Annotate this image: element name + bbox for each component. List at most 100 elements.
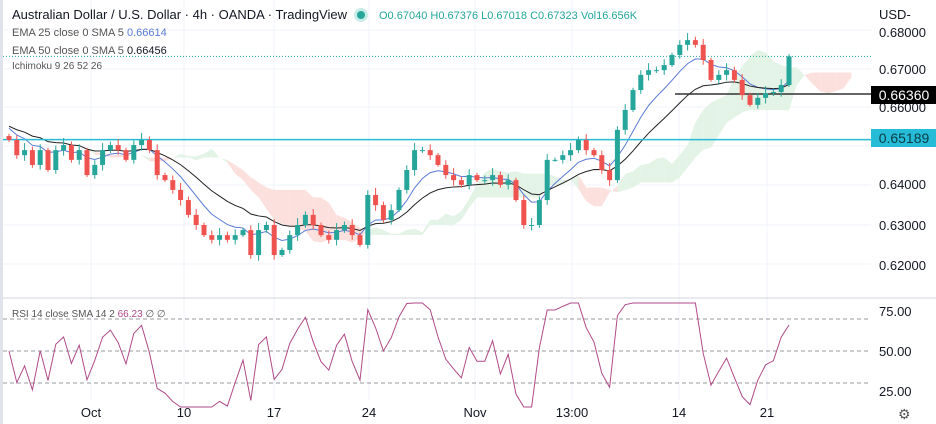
candle (326, 235, 332, 240)
ohlc-values: O0.67040 H0.67376 L0.67018 C0.67323 Vol1… (379, 10, 638, 22)
candle (248, 230, 254, 256)
ichimoku-cloud (586, 187, 594, 207)
candle (716, 74, 722, 80)
candle (256, 230, 262, 256)
price-tick: 0.67000 (879, 62, 926, 77)
ichimoku-cloud (812, 72, 821, 92)
chart-canvas[interactable] (3, 0, 936, 424)
ichimoku-cloud (765, 52, 774, 111)
ichimoku-legend[interactable]: Ichimoku 9 26 52 26 (12, 61, 103, 72)
candle (708, 60, 714, 80)
candle (685, 40, 691, 45)
candle (373, 194, 379, 206)
ichimoku-cloud (219, 157, 228, 163)
ichimoku-cloud (555, 176, 563, 186)
currency-label: USD (879, 7, 907, 22)
candle (209, 235, 215, 240)
candle (544, 159, 550, 201)
settings-gear-icon[interactable]: ⚙ (898, 406, 911, 422)
ema50-value: 0.66456 (126, 45, 167, 57)
candle (302, 214, 308, 225)
candle (607, 170, 613, 181)
candle (763, 93, 769, 98)
time-tick: Oct (80, 405, 102, 420)
candle (224, 235, 230, 240)
ichimoku-cloud (289, 189, 298, 229)
currency-selector[interactable]: USD- (879, 7, 911, 22)
candle (279, 249, 285, 256)
candle (29, 150, 35, 165)
candle (240, 230, 246, 236)
ichimoku-cloud (258, 182, 267, 209)
symbol-title[interactable]: Australian Dollar / U.S. Dollar · 4h · O… (12, 7, 347, 22)
candle (653, 70, 659, 72)
candle (61, 145, 67, 151)
candle (45, 150, 51, 171)
ichimoku-cloud (235, 164, 243, 181)
candle (536, 200, 542, 225)
candle (14, 139, 20, 156)
ichimoku-cloud (274, 189, 282, 224)
ichimoku-cloud (461, 198, 470, 220)
candle (435, 155, 441, 165)
rsi-value: 66.23 (117, 309, 143, 320)
candle (310, 214, 316, 225)
candle (154, 150, 160, 176)
ichimoku-cloud (383, 229, 392, 235)
candle (599, 155, 605, 171)
candle (84, 150, 90, 176)
ichimoku-cloud (180, 153, 189, 158)
candle (513, 180, 519, 201)
ema25-legend[interactable]: EMA 25 close 0 SMA 5 0.66614 (12, 27, 167, 39)
rsi-extra: ∅ ∅ (145, 309, 166, 320)
rsi-line (8, 302, 790, 408)
price-tick: 0.62000 (879, 258, 926, 273)
ichimoku-cloud (750, 49, 758, 111)
ichimoku-cloud (227, 160, 236, 174)
candle (739, 79, 745, 96)
time-tick: Nov (463, 405, 487, 420)
ichimoku-cloud (820, 72, 828, 94)
ichimoku-cloud (110, 154, 119, 158)
ema50-label: EMA 50 close 0 SMA 5 (12, 45, 124, 57)
candle (92, 164, 98, 176)
candle (76, 150, 82, 160)
candle (786, 56, 792, 85)
ichimoku-cloud (282, 189, 290, 227)
rsi-legend[interactable]: RSI 14 close SMA 14 2 66.23 ∅ ∅ (12, 309, 166, 320)
candle (6, 136, 12, 140)
candle (201, 225, 207, 236)
ichimoku-cloud (211, 148, 220, 158)
resistance-price-label: 0.65189 (871, 129, 936, 147)
time-tick: 14 (671, 405, 687, 420)
ichimoku-cloud (726, 77, 735, 123)
candle (139, 139, 145, 146)
ema50-legend[interactable]: EMA 50 close 0 SMA 5 0.66456 (12, 45, 167, 57)
candle (295, 225, 301, 236)
candle (334, 230, 340, 240)
candle (638, 74, 644, 91)
price-tick: 0.68000 (879, 25, 926, 40)
candle (614, 129, 620, 181)
ichimoku-cloud (141, 154, 150, 162)
ichimoku-cloud (562, 179, 571, 186)
ichimoku-cloud (375, 227, 384, 235)
candle (778, 84, 784, 93)
candle (146, 139, 152, 151)
candle (466, 175, 472, 185)
candle (474, 175, 480, 181)
candle (107, 145, 113, 151)
candle (178, 189, 184, 201)
candle (380, 205, 386, 220)
candle (482, 180, 488, 182)
candle (747, 95, 753, 105)
ichimoku-cloud (399, 229, 407, 235)
ichimoku-cloud (773, 61, 782, 111)
ichimoku-cloud (687, 122, 696, 168)
candle (22, 150, 28, 156)
support-price-label: 0.66360 (871, 86, 936, 104)
candle (443, 164, 449, 176)
market-status-icon (357, 11, 365, 19)
candle (419, 150, 425, 152)
ema25-value: 0.66614 (126, 27, 167, 39)
